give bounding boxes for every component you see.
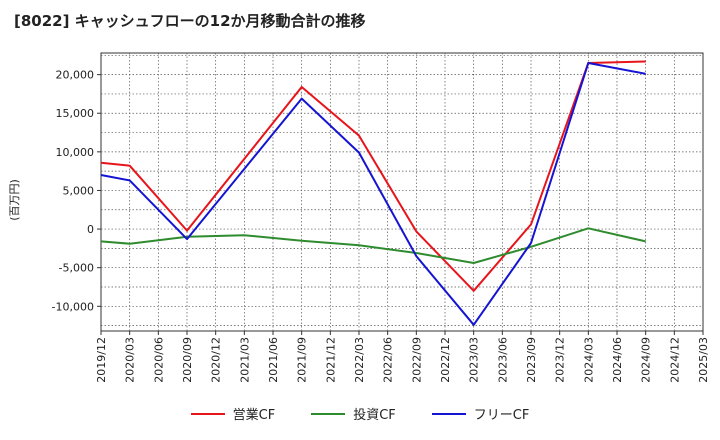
- y-tick-label: -5,000: [59, 262, 94, 275]
- series-lines: [100, 60, 646, 326]
- x-tick-label: 2021/12: [324, 337, 337, 383]
- x-tick-label: 2020/03: [124, 337, 137, 383]
- y-tick-label: 0: [87, 223, 94, 236]
- x-tick-label: 2021/06: [267, 337, 280, 383]
- x-tick-label: 2023/12: [554, 337, 567, 383]
- x-tick-label: 2019/12: [95, 337, 108, 383]
- x-axis-ticks: 2019/12 2020/03 2020/06 2020/09 2020/12 2021/…: [95, 331, 710, 383]
- x-tick-label: 2022/06: [382, 337, 395, 383]
- x-tick-label: 2020/09: [181, 337, 194, 383]
- legend-item-free-cf: フリーCF: [431, 404, 530, 423]
- x-tick-label: 2024/09: [640, 337, 653, 383]
- series-line-investing-cf: [100, 227, 646, 264]
- x-tick-label: 2024/06: [611, 337, 624, 383]
- y-tick-label: 5,000: [63, 184, 95, 197]
- legend-swatch-investing-cf: [311, 412, 346, 415]
- legend-label-free-cf: フリーCF: [473, 408, 530, 423]
- y-tick-label: 10,000: [56, 146, 95, 159]
- legend: 営業CF 投資CF フリーCF: [0, 404, 720, 423]
- legend-item-operating-cf: 営業CF: [190, 404, 276, 423]
- legend-swatch-free-cf: [431, 412, 466, 415]
- x-tick-label: 2020/12: [210, 337, 223, 383]
- series-line-free-cf: [100, 62, 646, 326]
- x-tick-label: 2022/09: [410, 337, 423, 383]
- y-tick-label: 15,000: [56, 107, 95, 120]
- legend-swatch-operating-cf: [190, 412, 225, 415]
- x-tick-label: 2024/12: [668, 337, 681, 383]
- x-tick-label: 2024/03: [582, 337, 595, 383]
- x-tick-label: 2022/03: [353, 337, 366, 383]
- x-tick-label: 2023/03: [468, 337, 481, 383]
- plot-area: [100, 52, 704, 332]
- x-tick-label: 2023/09: [525, 337, 538, 383]
- legend-item-investing-cf: 投資CF: [311, 404, 396, 423]
- x-tick-label: 2025/03: [697, 337, 710, 383]
- y-axis-label: (百万円): [8, 179, 21, 221]
- x-tick-label: 2023/06: [496, 337, 509, 383]
- x-tick-label: 2020/06: [152, 337, 165, 383]
- gridlines: [101, 53, 703, 331]
- x-tick-label: 2021/09: [296, 337, 309, 383]
- legend-label-investing-cf: 投資CF: [353, 408, 396, 423]
- x-tick-label: 2022/12: [439, 337, 452, 383]
- y-tick-label: 20,000: [56, 69, 95, 82]
- y-tick-label: -10,000: [52, 300, 94, 313]
- x-tick-label: 2021/03: [238, 337, 251, 383]
- legend-label-operating-cf: 営業CF: [232, 408, 276, 423]
- series-line-operating-cf: [100, 60, 646, 292]
- y-axis-ticks: 20,000 15,000 10,000 5,000 0 -5,000 -10,000: [52, 69, 101, 313]
- chart-title: [8022] キャッシュフローの12か月移動合計の推移: [14, 12, 366, 30]
